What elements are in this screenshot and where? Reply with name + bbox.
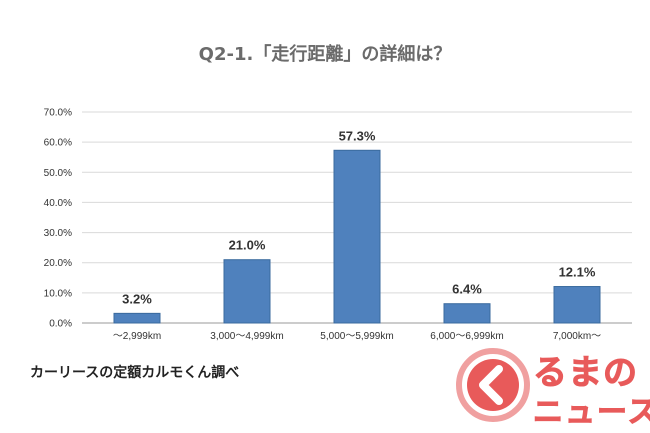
bar bbox=[553, 286, 601, 324]
data-label: 21.0% bbox=[229, 238, 266, 253]
y-tick-label: 30.0% bbox=[44, 228, 72, 239]
data-label: 6.4% bbox=[452, 282, 482, 297]
y-tick-label: 40.0% bbox=[44, 198, 72, 209]
category-label: 6,000～6,999km bbox=[430, 331, 503, 342]
y-tick-label: 50.0% bbox=[44, 168, 72, 179]
data-label: 12.1% bbox=[559, 265, 596, 280]
bar bbox=[333, 149, 381, 324]
bar bbox=[113, 312, 161, 324]
category-label: 7,000km～ bbox=[553, 331, 601, 342]
chart-title: Q2-1.「走行距離」の詳細は？ bbox=[199, 43, 452, 65]
data-labels: 3.2% 21.0% 57.3% 6.4% 12.1% bbox=[122, 128, 596, 306]
kuruma-news-logo: るまの ニュース bbox=[455, 345, 650, 431]
data-label: 3.2% bbox=[122, 291, 152, 306]
logo-line-2: ニュース bbox=[533, 395, 650, 431]
y-tick-label: 20.0% bbox=[44, 258, 72, 269]
category-label: 3,000～4,999km bbox=[210, 331, 283, 342]
bar bbox=[443, 303, 491, 324]
logo-line-1: るまの bbox=[533, 353, 638, 394]
category-label: 5,000～5,999km bbox=[320, 331, 393, 342]
x-axis-categories: ～2,999km 3,000～4,999km 5,000～5,999km 6,000～… bbox=[113, 331, 601, 342]
y-tick-label: 10.0% bbox=[44, 288, 72, 299]
bar-chart: Q2-1.「走行距離」の詳細は？ 0.0% 10.0% 20.0% 30.0% 40.0… bbox=[44, 43, 632, 342]
bars bbox=[113, 149, 601, 324]
category-label: ～2,999km bbox=[113, 331, 161, 342]
y-axis-ticks: 0.0% 10.0% 20.0% 30.0% 40.0% 50.0% 60.0% 70.0% bbox=[44, 108, 72, 330]
y-tick-label: 0.0% bbox=[49, 319, 72, 330]
data-label: 57.3% bbox=[339, 128, 376, 143]
chevron-left-icon bbox=[456, 348, 530, 422]
y-tick-label: 70.0% bbox=[44, 108, 72, 119]
bar bbox=[223, 259, 271, 324]
y-tick-label: 60.0% bbox=[44, 138, 72, 149]
source-note: カーリースの定額カルモくん調べ bbox=[30, 365, 240, 381]
